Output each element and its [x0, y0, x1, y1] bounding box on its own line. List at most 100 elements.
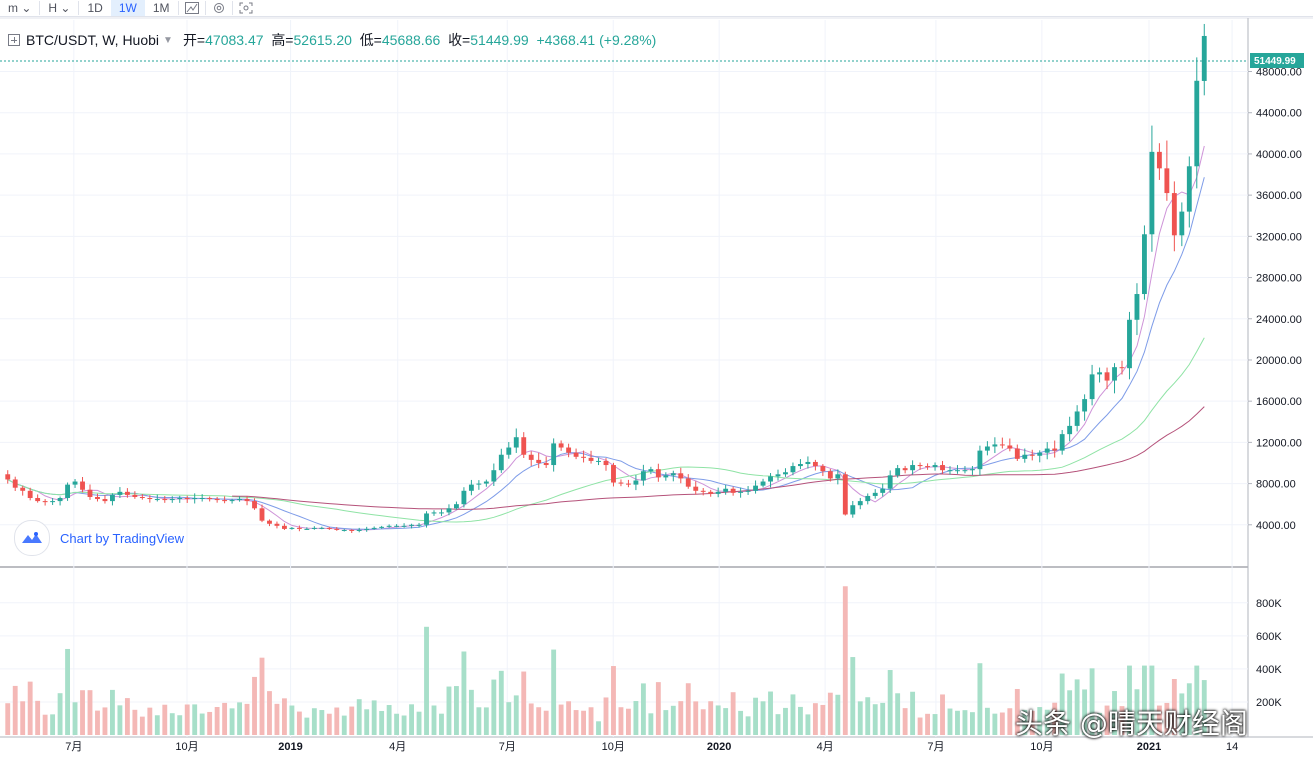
time-tick-label: 7月	[65, 741, 82, 753]
candle-body	[326, 527, 332, 529]
time-tick-label: 7月	[927, 741, 944, 753]
candle-body	[87, 489, 93, 497]
volume-bar	[341, 715, 347, 735]
volume-bar	[925, 713, 930, 735]
candle-body	[618, 482, 624, 484]
candle-body	[835, 474, 841, 479]
volume-bar	[177, 715, 183, 735]
volume-bar	[1104, 705, 1110, 735]
volume-bar	[820, 704, 826, 735]
candle-body	[244, 499, 250, 502]
volume-bar	[364, 709, 370, 735]
candle-body	[147, 498, 153, 500]
candle-body	[1164, 168, 1170, 194]
volume-bar	[551, 649, 557, 735]
candle-body	[798, 464, 803, 467]
candle-body	[311, 527, 317, 529]
volume-bar	[95, 710, 100, 735]
volume-bar	[386, 705, 392, 735]
volume-bar	[371, 700, 377, 735]
price-tick-label: 40000.00	[1256, 149, 1302, 161]
candle-body	[783, 472, 788, 475]
candle-body	[820, 466, 826, 472]
interval-1w-button[interactable]: 1W	[110, 0, 145, 16]
interval-hours-dropdown[interactable]: H ⌄	[40, 0, 78, 16]
interval-1d-button[interactable]: 1D	[87, 1, 103, 15]
volume-bar	[65, 648, 70, 735]
volume-bar	[454, 686, 459, 735]
volume-bar	[139, 716, 145, 735]
price-tick-label: 44000.00	[1256, 108, 1302, 120]
candle-body	[708, 491, 714, 494]
volume-bar	[865, 697, 871, 735]
volume-bar	[648, 713, 654, 735]
close-value: 51449.99	[470, 32, 529, 48]
candle-body	[581, 456, 586, 458]
chevron-down-icon[interactable]: ▼	[163, 34, 173, 46]
last-price-badge	[1250, 53, 1304, 68]
time-tick-label: 2021	[1137, 741, 1161, 753]
candle-body	[356, 529, 362, 531]
volume-bar	[319, 710, 325, 735]
candle-body	[1059, 434, 1065, 451]
volume-bar	[274, 703, 280, 735]
candle-body	[513, 437, 519, 448]
volume-bar	[192, 704, 198, 735]
volume-tick-label: 600K	[1256, 631, 1282, 643]
candle-body	[865, 495, 871, 502]
candle-body	[685, 478, 691, 487]
candle-body	[947, 470, 953, 472]
candle-body	[394, 525, 400, 527]
price-tick-label: 36000.00	[1256, 190, 1302, 202]
screenshot-icon[interactable]	[239, 2, 253, 14]
candle-body	[1089, 374, 1095, 400]
volume-bar	[124, 698, 130, 735]
volume-bar	[439, 713, 444, 735]
symbol-title[interactable]: BTC/USDT, W, Huobi	[26, 32, 160, 48]
time-tick-label: 10月	[602, 741, 625, 753]
compare-plus-icon[interactable]	[8, 34, 20, 46]
volume-bar	[110, 689, 115, 735]
candle-body	[5, 474, 11, 480]
candle-body	[1074, 411, 1080, 426]
candle-body	[214, 499, 220, 501]
chart-style-icon[interactable]	[184, 2, 199, 14]
low-label: 低=	[359, 32, 382, 48]
candle-body	[640, 471, 646, 481]
interval-1m-button[interactable]: 1M	[152, 1, 170, 15]
candle-body	[35, 498, 41, 502]
time-tick-label: 2019	[278, 741, 302, 753]
volume-bar	[416, 711, 422, 735]
candle-body	[274, 523, 280, 526]
volume-bar	[184, 704, 190, 735]
volume-bar	[611, 666, 616, 735]
volume-bar	[760, 701, 766, 735]
candle-body	[349, 529, 355, 531]
tradingview-badge[interactable]: Chart by TradingView	[14, 520, 184, 556]
candle-body	[812, 461, 818, 467]
symbol-legend: BTC/USDT, W, Huobi ▼ 开= 47083.47 高= 52615.…	[8, 30, 656, 50]
volume-bar	[753, 697, 758, 735]
volume-bar	[304, 717, 310, 735]
candle-body	[842, 474, 848, 515]
candle-body	[1149, 151, 1155, 235]
toolbar-divider	[78, 1, 80, 15]
settings-icon[interactable]	[212, 2, 226, 14]
volume-bar	[147, 707, 153, 735]
candle-body	[626, 483, 631, 485]
interval-hours-label: H	[48, 1, 58, 15]
interval-minutes-dropdown[interactable]: m ⌄	[0, 0, 39, 16]
volume-bar	[663, 710, 669, 735]
candle-body	[192, 498, 198, 500]
volume-bar	[596, 721, 601, 735]
volume-tick-label: 400K	[1256, 664, 1282, 676]
candle-body	[72, 481, 78, 485]
volume-bar	[483, 707, 489, 735]
volume-bar	[940, 694, 945, 735]
volume-bar	[842, 586, 848, 735]
volume-bar	[1029, 710, 1035, 735]
candle-body	[431, 512, 437, 514]
volume-bar	[237, 702, 242, 735]
candle-body	[1171, 193, 1177, 236]
